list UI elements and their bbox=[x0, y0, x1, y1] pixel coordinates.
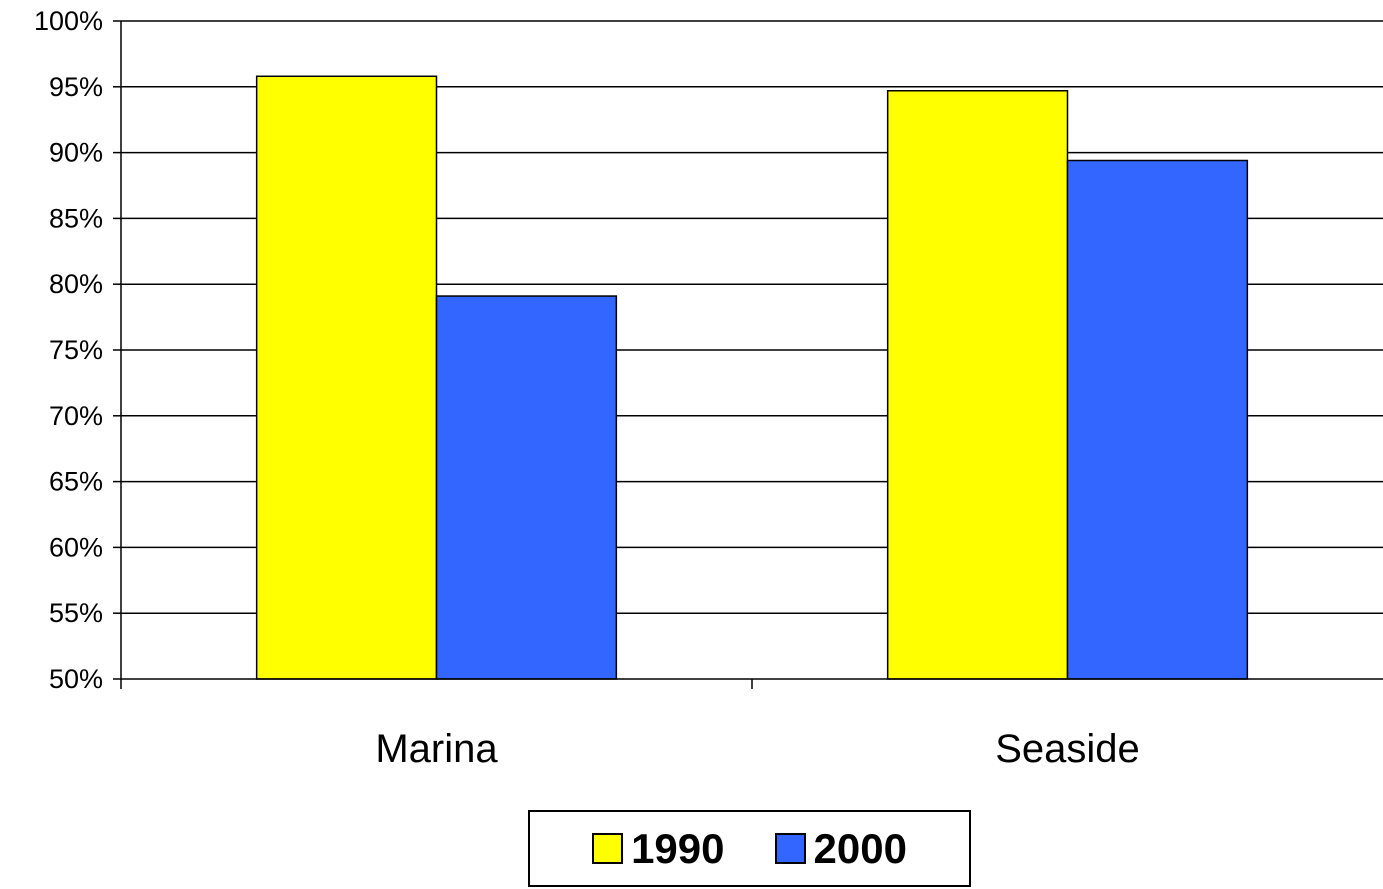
legend-item-2000: 2000 bbox=[774, 824, 907, 873]
legend-swatch-2000 bbox=[774, 833, 806, 864]
y-tick-label: 75% bbox=[49, 335, 103, 365]
bar-marina-1990 bbox=[255, 75, 438, 680]
y-tick-label: 55% bbox=[49, 598, 103, 628]
legend-label-2000: 2000 bbox=[813, 824, 907, 872]
y-tick-label: 100% bbox=[34, 6, 103, 36]
y-tick-label: 80% bbox=[49, 269, 103, 299]
legend-label-1990: 1990 bbox=[631, 824, 725, 872]
bar-marina-2000 bbox=[435, 295, 618, 680]
legend: 1990 2000 bbox=[528, 810, 971, 887]
y-tick-label: 85% bbox=[49, 203, 103, 233]
bar-seaside-1990 bbox=[886, 89, 1069, 680]
bars bbox=[255, 75, 1249, 680]
legend-swatch-1990 bbox=[592, 833, 624, 864]
x-category-label: Seaside bbox=[995, 727, 1140, 771]
x-axis-category-labels: Marina Seaside bbox=[375, 727, 1139, 771]
x-category-label: Marina bbox=[375, 727, 498, 771]
y-tick-label: 70% bbox=[49, 401, 103, 431]
axes bbox=[113, 20, 1383, 689]
y-tick-label: 60% bbox=[49, 532, 103, 562]
y-axis-tick-labels: 50% 55% 60% 65% 70% 75% 80% 85% 90% 95% 100% bbox=[34, 6, 103, 694]
y-tick-label: 95% bbox=[49, 72, 103, 102]
bar-seaside-2000 bbox=[1066, 159, 1249, 680]
y-tick-label: 90% bbox=[49, 138, 103, 168]
bar-chart: 50% 55% 60% 65% 70% 75% 80% 85% 90% 95% 100% Marin… bbox=[34, 6, 1383, 771]
y-tick-label: 50% bbox=[49, 664, 103, 694]
y-tick-label: 65% bbox=[49, 467, 103, 497]
legend-item-1990: 1990 bbox=[592, 824, 725, 873]
